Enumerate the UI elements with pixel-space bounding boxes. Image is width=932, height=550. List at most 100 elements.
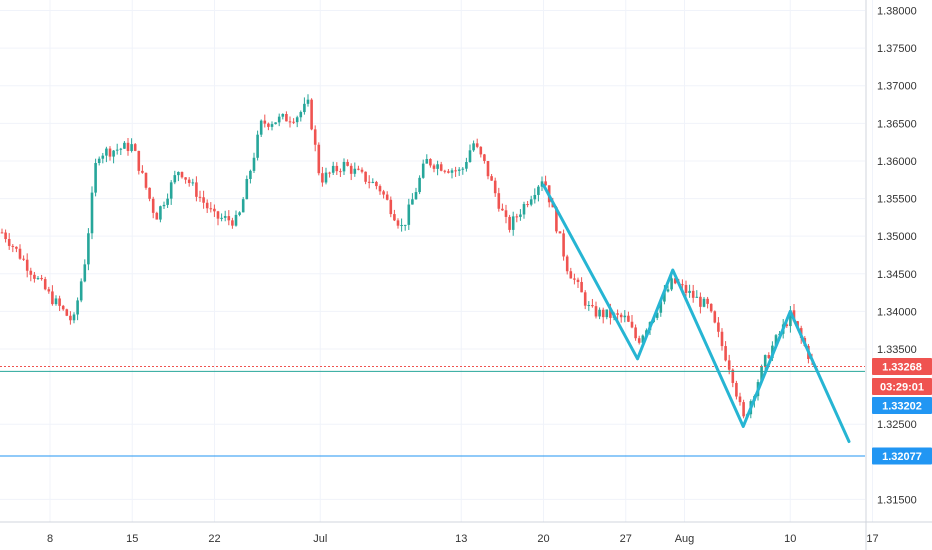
- price-tag-label: 03:29:01: [880, 381, 924, 393]
- candle-body: [663, 291, 666, 302]
- candle-body: [263, 120, 267, 124]
- candle-body: [115, 149, 119, 151]
- candle-body: [537, 186, 540, 195]
- candle-body: [378, 186, 382, 192]
- candle-body: [691, 290, 695, 298]
- y-tick-label: 1.36500: [877, 118, 917, 130]
- candle-body: [220, 217, 223, 219]
- candle-body: [61, 305, 65, 310]
- candle-body: [277, 116, 281, 123]
- candle-body: [130, 144, 133, 151]
- candle-body: [659, 301, 663, 313]
- candle-body: [655, 312, 659, 318]
- candle-body: [565, 256, 569, 272]
- candle-body: [720, 331, 724, 347]
- y-tick-label: 1.32500: [877, 419, 917, 431]
- candle-body: [65, 309, 69, 316]
- candle-body: [36, 277, 40, 279]
- candle-body: [573, 278, 576, 280]
- candle-body: [151, 198, 155, 213]
- candle-body: [155, 212, 159, 220]
- candle-body: [684, 285, 688, 293]
- candle-body: [353, 168, 357, 174]
- candle-body: [609, 309, 612, 318]
- x-tick-label: 10: [784, 533, 796, 545]
- candle-body: [321, 173, 324, 183]
- zigzag-trend-line[interactable]: [542, 183, 851, 444]
- candle-body: [292, 121, 295, 123]
- x-tick-label: 13: [455, 533, 467, 545]
- candle-body: [29, 270, 33, 275]
- candle-body: [605, 309, 609, 318]
- candle-body: [619, 314, 623, 318]
- candle-body: [202, 197, 205, 203]
- price-tag-box: [872, 447, 932, 465]
- candle-body: [69, 315, 72, 321]
- candle-body: [274, 122, 277, 125]
- candle-body: [187, 179, 191, 184]
- candle-body: [425, 159, 429, 164]
- x-tick-label: 17: [866, 533, 878, 545]
- candle-body: [4, 232, 7, 240]
- candle-body: [112, 150, 115, 157]
- y-tick-label: 1.36000: [877, 156, 917, 168]
- pattern-line[interactable]: [542, 183, 851, 444]
- candle-body: [731, 369, 735, 383]
- candle-body: [15, 246, 18, 249]
- candle-body: [591, 305, 594, 307]
- candle-body: [641, 335, 645, 343]
- candle-body: [634, 327, 637, 339]
- candle-body: [209, 208, 213, 210]
- candle-body: [483, 154, 486, 161]
- candle-body: [256, 134, 259, 158]
- candle-body: [375, 181, 378, 187]
- candle-body: [382, 191, 385, 195]
- candle-body: [166, 198, 169, 205]
- candle-body: [238, 212, 241, 215]
- candle-body: [594, 306, 598, 317]
- candle-body: [558, 231, 562, 234]
- candle-body: [396, 220, 400, 226]
- x-tick-label: Jul: [313, 533, 327, 545]
- candle-body: [429, 159, 432, 166]
- candle-body: [508, 216, 511, 230]
- candle-body: [58, 298, 61, 306]
- candle-body: [450, 170, 454, 173]
- candle-body: [569, 271, 573, 279]
- candle-body: [688, 290, 691, 293]
- candle-body: [511, 216, 515, 230]
- candle-body: [580, 281, 583, 293]
- candle-body: [522, 204, 526, 215]
- horizontal-lines: [0, 365, 865, 457]
- candle-body: [623, 315, 627, 318]
- candle-body: [760, 366, 763, 383]
- price-tag-box: [872, 357, 932, 375]
- candle-body: [191, 182, 195, 184]
- candle-body: [317, 144, 321, 174]
- y-tick-label: 1.34000: [877, 306, 917, 318]
- candle-body: [313, 129, 317, 145]
- candle-body: [40, 277, 43, 280]
- candle-body: [529, 199, 533, 205]
- candle-body: [177, 171, 180, 176]
- candle-body: [497, 193, 501, 209]
- candle-body: [198, 196, 202, 198]
- candle-body: [785, 324, 789, 327]
- price-tag-box: [872, 377, 932, 395]
- candle-body: [162, 204, 166, 207]
- candle-body: [173, 175, 177, 183]
- candle-body: [231, 220, 234, 226]
- y-tick-label: 1.33500: [877, 344, 917, 356]
- candle-body: [267, 123, 270, 127]
- candle-body: [681, 284, 684, 286]
- candle-body: [342, 161, 346, 172]
- candle-body: [299, 112, 303, 118]
- candle-body: [281, 113, 285, 117]
- candle-body: [418, 177, 421, 193]
- candle-body: [303, 103, 306, 113]
- candle-body: [666, 289, 670, 292]
- candle-body: [709, 303, 713, 312]
